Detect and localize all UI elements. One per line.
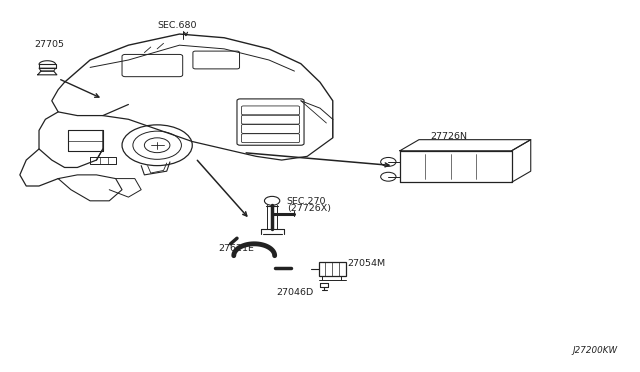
Text: 27705: 27705: [34, 40, 64, 49]
Text: J27200KW: J27200KW: [572, 346, 618, 355]
Text: 27621E: 27621E: [218, 244, 253, 253]
Text: SEC.680: SEC.680: [157, 21, 196, 31]
Text: 27046D: 27046D: [276, 288, 314, 297]
Text: 27054M: 27054M: [347, 259, 385, 267]
Text: (27726X): (27726X): [287, 204, 331, 213]
Text: SEC.270: SEC.270: [287, 198, 326, 206]
Text: 27726N: 27726N: [430, 132, 467, 141]
